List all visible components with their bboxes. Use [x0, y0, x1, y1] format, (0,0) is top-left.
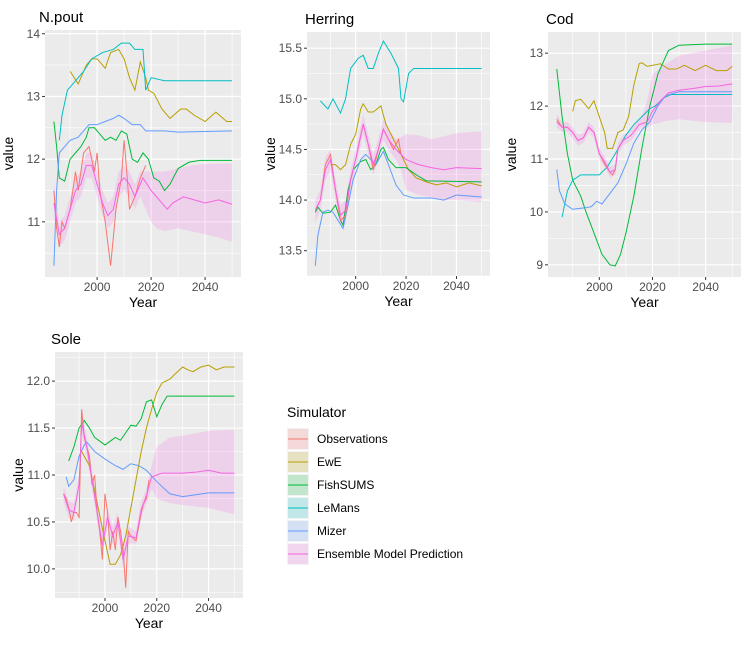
- x-axis-label: Year: [129, 294, 158, 310]
- panel-title: Sole: [51, 331, 81, 348]
- x-axis-label: Year: [135, 615, 164, 631]
- series-line-observations: [63, 409, 150, 588]
- x-tick-label: 2020: [138, 280, 165, 294]
- legend: Simulator Observations EwE FishSUMS LeMans Mi…: [287, 404, 463, 565]
- y-tick-label: 11.0: [28, 468, 51, 482]
- panel-title: N.pout: [39, 9, 84, 26]
- legend-label: Ensemble Model Prediction: [317, 547, 463, 561]
- series-line-fishsums: [556, 43, 733, 267]
- series-line-ewe: [69, 48, 233, 123]
- x-tick-label: 2000: [84, 280, 111, 294]
- series-line-lemans: [319, 40, 482, 115]
- plot-area: [63, 364, 235, 588]
- plot-area: [314, 40, 482, 266]
- legend-label: LeMans: [317, 501, 360, 515]
- y-tick-label: 13: [530, 46, 544, 60]
- legend-label: Observations: [317, 432, 388, 446]
- x-tick-label: 2020: [393, 279, 420, 293]
- series-line-mizer: [65, 441, 235, 498]
- legend-item-lemans: LeMans: [287, 497, 360, 519]
- y-axis-label: value: [0, 137, 16, 171]
- series-line-ewe: [81, 364, 235, 565]
- y-tick-label: 12: [530, 99, 544, 113]
- x-tick-label: 2000: [92, 601, 119, 615]
- legend-item-mizer: Mizer: [287, 520, 346, 542]
- y-tick-label: 11: [28, 215, 41, 229]
- legend-item-ensemble-model-prediction: Ensemble Model Prediction: [287, 543, 463, 565]
- x-tick-label: 2000: [586, 280, 613, 294]
- y-tick-label: 14.0: [279, 193, 303, 207]
- y-tick-label: 12.0: [27, 374, 51, 388]
- x-tick-label: 2040: [692, 280, 719, 294]
- legend-item-fishsums: FishSUMS: [287, 474, 374, 496]
- x-axis-label: Year: [630, 294, 659, 310]
- y-tick-label: 11.5: [28, 421, 51, 435]
- x-tick-label: 2020: [143, 601, 170, 615]
- legend-label: Mizer: [317, 524, 346, 538]
- series-line-ensemble-model-prediction: [63, 423, 235, 560]
- ensemble-uncertainty-band: [315, 114, 482, 226]
- series-line-mizer: [53, 114, 233, 266]
- y-tick-label: 11: [531, 152, 544, 166]
- series-line-lemans: [58, 42, 233, 141]
- legend-title: Simulator: [287, 404, 346, 420]
- series-line-mizer: [556, 91, 733, 210]
- ensemble-uncertainty-band: [63, 413, 235, 569]
- series-line-fishsums: [68, 395, 235, 462]
- y-tick-label: 9: [536, 258, 543, 272]
- series-line-observations: [53, 140, 147, 266]
- legend-label: EwE: [317, 455, 342, 469]
- x-tick-label: 2040: [192, 280, 219, 294]
- series-line-ewe: [330, 102, 482, 188]
- legend-item-ewe: EwE: [287, 451, 342, 473]
- panel-herring: 13.5 14.0 14.5 15.0 15.5 2000 2020 2040 Herring Y…: [262, 11, 490, 309]
- y-tick-label: 13.5: [279, 244, 303, 258]
- series-line-ensemble-model-prediction: [556, 83, 733, 173]
- y-tick-label: 14.5: [279, 142, 303, 156]
- series-line-fishsums: [314, 146, 482, 228]
- panel-cod: 9 10 11 12 13 2000 2020 2040 Cod Year value: [503, 11, 741, 310]
- y-tick-label: 10: [530, 205, 544, 219]
- legend-item-observations: Observations: [287, 428, 388, 450]
- panel-background: [548, 32, 741, 277]
- plot-area: [556, 43, 733, 267]
- x-tick-label: 2040: [443, 279, 470, 293]
- y-tick-label: 10.5: [27, 515, 51, 529]
- x-tick-label: 2000: [342, 279, 369, 293]
- panel-title: Cod: [546, 11, 574, 28]
- ensemble-uncertainty-band: [53, 152, 233, 247]
- x-tick-label: 2040: [195, 601, 222, 615]
- legend-label: FishSUMS: [317, 478, 374, 492]
- panel-title: Herring: [305, 11, 354, 28]
- y-axis-label: value: [262, 137, 278, 171]
- y-tick-label: 12: [27, 152, 41, 166]
- y-tick-label: 13: [27, 89, 41, 103]
- ensemble-uncertainty-band: [556, 45, 733, 178]
- y-axis-label: value: [503, 138, 519, 172]
- x-tick-label: 2020: [639, 280, 666, 294]
- panel-npout: 11 12 13 14 2000 2020 2040 N.pout Year value: [0, 9, 241, 310]
- series-line-ewe: [572, 62, 733, 149]
- series-line-ensemble-model-prediction: [53, 164, 233, 236]
- x-axis-label: Year: [384, 293, 413, 309]
- series-line-fishsums: [53, 121, 233, 192]
- y-tick-label: 14: [27, 27, 41, 41]
- y-tick-label: 15.0: [279, 92, 303, 106]
- series-line-mizer: [314, 150, 482, 266]
- series-line-ensemble-model-prediction: [314, 124, 482, 217]
- panel-sole: 10.0 10.5 11.0 11.5 12.0 2000 2020 2040 Sole Year…: [10, 331, 243, 631]
- y-tick-label: 10.0: [27, 562, 51, 576]
- y-tick-label: 15.5: [279, 41, 303, 55]
- plot-area: [53, 42, 233, 266]
- y-axis-label: value: [10, 458, 26, 492]
